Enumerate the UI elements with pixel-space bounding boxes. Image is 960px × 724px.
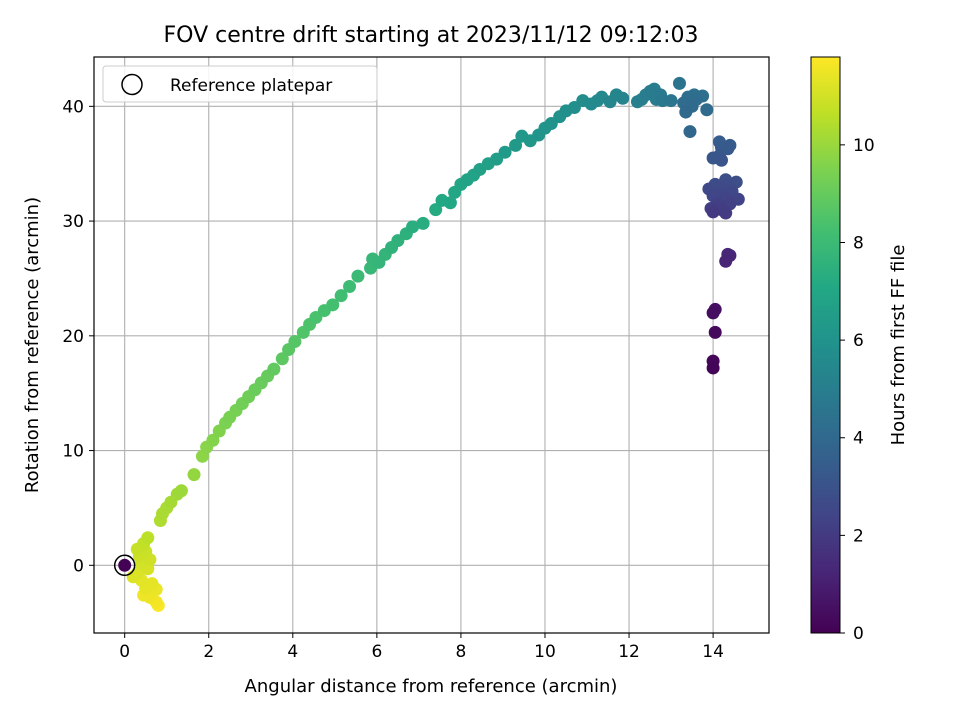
x-tick-label: 12 [618,642,640,662]
x-tick-label: 6 [371,642,382,662]
scatter-point [715,153,729,167]
scatter-point [708,325,722,339]
scatter-point [443,196,457,210]
x-axis-label: Angular distance from reference (arcmin) [245,676,618,697]
scatter-point [679,105,693,119]
scatter-point [141,531,155,545]
scatter-point [288,335,302,349]
scatter-point [145,577,159,591]
colorbar-tick-label: 10 [853,136,875,156]
grid [94,57,769,633]
colorbar-tick-label: 8 [853,233,864,253]
scatter-point [429,203,443,217]
x-tick-label: 8 [456,642,467,662]
y-tick-label: 10 [62,442,84,462]
x-tick-label: 10 [534,642,556,662]
x-tick-label: 4 [287,642,298,662]
scatter-point [664,94,678,108]
scatter-point [706,306,720,320]
scatter-point [719,254,733,268]
scatter-point [672,76,686,90]
scatter-point [706,361,720,375]
reference-platepar-marker [113,554,136,577]
scatter-point [498,145,512,159]
scatter-points [113,76,745,612]
x-tick-label: 14 [702,642,724,662]
scatter-point [416,216,430,230]
x-axis-ticks: 0 2 4 6 8 10 12 14 [119,633,724,662]
colorbar-ticks: 0 2 4 6 8 10 [840,136,875,644]
colorbar-gradient [810,56,841,634]
scatter-point [187,468,201,482]
scatter-point [174,484,188,498]
y-tick-label: 40 [62,97,84,117]
x-tick-label: 0 [119,642,130,662]
y-tick-label: 30 [62,212,84,232]
scatter-point [509,138,523,152]
scatter-point [351,269,365,283]
scatter-point [719,206,733,220]
y-axis-label: Rotation from reference (arcmin) [22,197,43,493]
x-tick-label: 2 [203,642,214,662]
colorbar-tick-label: 6 [853,331,864,351]
scatter-point [334,289,348,303]
scatter-point [275,352,289,366]
scatter-point [206,433,220,447]
legend-box [102,65,378,103]
legend-marker-icon [121,73,143,96]
scatter-point [343,279,357,293]
scatter-point [616,91,630,105]
colorbar: 0 2 4 6 8 10 Hours from first FF file [810,56,909,644]
scatter-point [700,103,714,117]
colorbar-tick-label: 0 [853,624,864,644]
legend: Reference platepar [102,65,378,103]
colorbar-label: Hours from first FF file [888,245,909,446]
chart-title: FOV centre drift starting at 2023/11/12 … [164,23,699,48]
scatter-point [326,298,340,312]
y-axis-ticks: 0 10 20 30 40 [62,97,94,576]
colorbar-tick-label: 4 [853,429,864,449]
scatter-point [406,220,420,234]
colorbar-tick-label: 2 [853,526,864,546]
y-tick-label: 0 [73,556,84,576]
legend-entry-label: Reference platepar [170,76,332,96]
scatter-point [683,125,697,139]
scatter-point [706,205,720,219]
y-tick-label: 20 [62,327,84,347]
scatter-point [267,362,281,376]
plot-frame [93,56,770,634]
scatter-point [118,558,132,572]
